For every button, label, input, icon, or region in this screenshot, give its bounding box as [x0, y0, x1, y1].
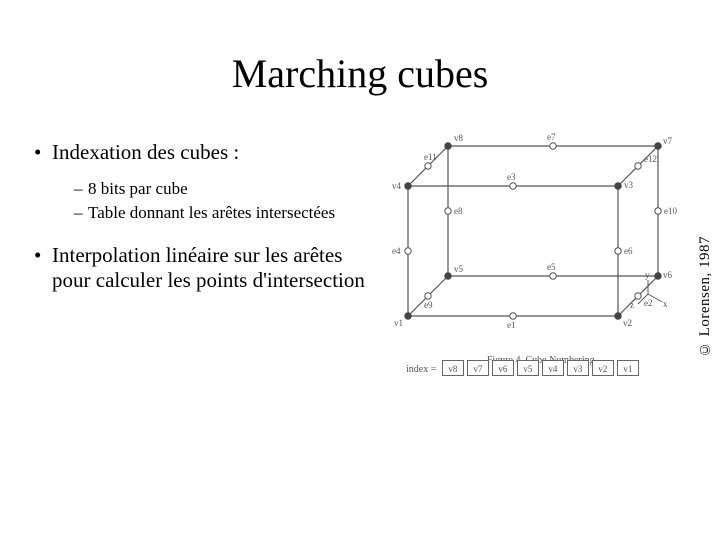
text-content: Indexation des cubes : 8 bits par cube T…	[34, 140, 379, 307]
index-box: v6	[492, 360, 514, 376]
index-box: v5	[517, 360, 539, 376]
bullet-indexation: Indexation des cubes :	[34, 140, 379, 165]
svg-text:v6: v6	[663, 270, 673, 280]
index-box: v3	[567, 360, 589, 376]
svg-text:e3: e3	[507, 172, 516, 182]
svg-text:x: x	[663, 299, 668, 309]
citation: © Lorensen, 1987	[697, 236, 714, 357]
cube-figure: v8v7v4v3v5v6v1v2e7e11e12e3e8e6e4e5e10e9e…	[388, 128, 696, 406]
index-box: v4	[542, 360, 564, 376]
svg-text:e8: e8	[454, 206, 463, 216]
index-label: index = v8v7v6v5v4v3v2v1	[406, 360, 639, 376]
svg-text:v3: v3	[624, 180, 634, 190]
svg-text:e11: e11	[424, 152, 437, 162]
cube-diagram: v8 v7 v4 v3 v5 v6 v1 v2 e7 e11 e12 e3 e8 e6 e4 e5 e10 e9 e…	[388, 128, 678, 344]
svg-text:v8: v8	[454, 133, 464, 143]
index-boxes: v8v7v6v5v4v3v2v1	[439, 364, 639, 375]
index-box: v1	[617, 360, 639, 376]
bullet-interpolation: Interpolation linéaire sur les arêtes po…	[34, 243, 379, 293]
index-box: v8	[442, 360, 464, 376]
svg-text:e10: e10	[664, 206, 677, 216]
svg-text:e7: e7	[547, 132, 556, 142]
slide-title: Marching cubes	[0, 50, 720, 97]
index-box: v2	[592, 360, 614, 376]
index-text: index =	[406, 364, 436, 375]
svg-text:e4: e4	[392, 246, 401, 256]
svg-text:e5: e5	[547, 262, 556, 272]
svg-text:y: y	[645, 270, 650, 280]
svg-text:v7: v7	[663, 136, 673, 146]
svg-text:v1: v1	[394, 318, 403, 328]
svg-text:v2: v2	[623, 318, 632, 328]
sub-bullet-table: Table donnant les arêtes intersectées	[34, 203, 379, 223]
svg-text:v5: v5	[454, 264, 464, 274]
svg-text:z: z	[630, 300, 634, 310]
index-box: v7	[467, 360, 489, 376]
svg-text:e2: e2	[644, 298, 653, 308]
svg-text:v4: v4	[392, 181, 402, 191]
svg-text:e6: e6	[624, 246, 633, 256]
svg-text:e1: e1	[507, 320, 516, 330]
svg-text:e9: e9	[424, 300, 433, 310]
svg-text:e12: e12	[644, 154, 657, 164]
sub-bullet-8bits: 8 bits par cube	[34, 179, 379, 199]
